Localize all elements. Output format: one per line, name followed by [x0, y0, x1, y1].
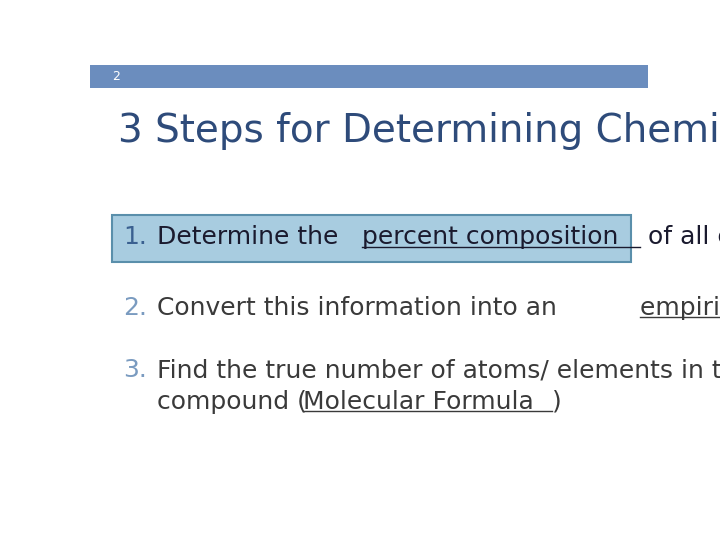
- Text: empirical formula: empirical formula: [640, 296, 720, 320]
- Text: percent composition: percent composition: [362, 225, 618, 249]
- Text: Molecular Formula: Molecular Formula: [303, 389, 534, 414]
- FancyBboxPatch shape: [112, 215, 631, 262]
- Text: compound (: compound (: [157, 389, 307, 414]
- Text: 2: 2: [112, 70, 120, 83]
- Text: Find the true number of atoms/ elements in the: Find the true number of atoms/ elements …: [157, 359, 720, 382]
- Text: 3 Steps for Determining Chemical Formulas: 3 Steps for Determining Chemical Formula…: [118, 112, 720, 150]
- Text: Determine the: Determine the: [157, 225, 346, 249]
- FancyBboxPatch shape: [90, 65, 648, 87]
- Text: 1.: 1.: [124, 225, 148, 249]
- Text: Convert this information into an: Convert this information into an: [157, 296, 564, 320]
- Text: 2.: 2.: [124, 296, 148, 320]
- Text: of all elements.: of all elements.: [640, 225, 720, 249]
- Text: 3.: 3.: [124, 359, 148, 382]
- Text: ): ): [552, 389, 562, 414]
